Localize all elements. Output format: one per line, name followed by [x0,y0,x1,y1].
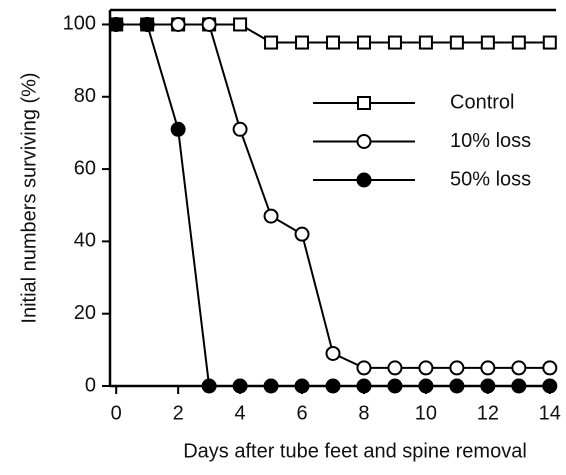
x-tick-label: 8 [358,402,369,424]
y-tick-label: 80 [74,85,96,107]
x-tick-label: 12 [477,402,499,424]
data-point [480,35,495,50]
data-point [542,378,558,394]
data-point [511,35,526,50]
data-point [295,35,310,50]
data-point [294,378,310,394]
data-point [170,16,186,32]
series-line [116,23,550,369]
x-tick-label: 2 [173,402,184,424]
x-tick-label: 10 [415,402,437,424]
data-point [325,345,341,361]
data-point [139,16,155,32]
data-point [480,378,496,394]
data-point [294,226,310,242]
data-point [387,378,403,394]
data-point [449,360,465,376]
x-tick-label: 14 [539,402,561,424]
data-point [325,378,341,394]
data-point [356,35,371,50]
data-point [170,121,186,137]
data-point [480,360,496,376]
legend-marker [356,134,372,149]
data-point [233,17,248,32]
y-tick-label: 100 [63,13,96,35]
y-tick-label: 0 [85,374,96,396]
data-point [511,360,527,376]
data-point [449,378,465,394]
data-point [326,35,340,50]
data-point [511,378,527,394]
x-tick-label: 4 [235,402,246,424]
data-point [356,378,372,394]
y-tick-label: 40 [74,230,96,252]
data-point [387,35,402,50]
data-point [387,360,403,376]
data-point [263,378,279,394]
data-point [201,378,217,394]
data-point [418,35,433,50]
data-point [356,360,372,376]
data-point [232,378,248,394]
legend-label: 50% loss [450,168,531,190]
data-point [418,378,434,394]
legend-label: 10% loss [450,130,531,152]
data-point [418,360,434,376]
y-tick-label: 60 [74,157,96,179]
legend-label: Control [450,91,514,113]
data-point [263,208,279,224]
data-point [232,121,248,137]
data-point [108,16,124,32]
data-point [449,35,464,50]
data-point [542,35,557,50]
series-line [116,23,550,387]
data-point [542,360,558,376]
x-axis-label: Days after tube feet and spine removal [183,440,527,462]
data-point [264,35,279,50]
y-axis-label: Initial numbers surviving (%) [18,72,40,323]
y-tick-label: 20 [74,302,96,324]
data-point [201,16,217,32]
x-tick-label: 0 [111,402,122,424]
x-tick-label: 6 [296,402,307,424]
legend-marker [356,172,372,188]
legend-marker [357,96,371,110]
